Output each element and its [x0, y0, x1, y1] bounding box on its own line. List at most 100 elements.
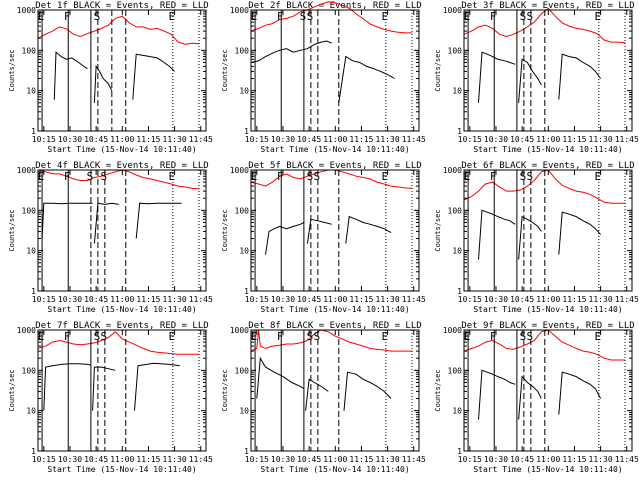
plot-frame [463, 329, 633, 452]
x-tick-label: 11:45 [402, 295, 426, 304]
event-marker-label: S [314, 330, 321, 343]
y-axis-label: Counts/sec [434, 369, 442, 411]
events-series-line [93, 202, 119, 244]
event-marker-label: E [382, 330, 389, 343]
panel-title: Det 5f BLACK = Events, RED = LLD [248, 161, 421, 171]
plot-frame [250, 329, 420, 452]
x-tick-label: 10:45 [297, 135, 321, 144]
event-marker-label: E [169, 10, 176, 23]
y-tick-label: 100 [22, 206, 37, 215]
y-tick-label: 10 [239, 407, 249, 416]
x-tick-label: 10:45 [510, 135, 534, 144]
event-marker-label: E [38, 10, 45, 23]
plot-frame [250, 169, 420, 292]
events-series-line [93, 64, 113, 103]
events-series-line [558, 53, 602, 100]
y-tick-label: 10 [239, 247, 249, 256]
x-tick-label: 11:30 [589, 135, 613, 144]
x-tick-label: 10:45 [510, 455, 534, 464]
x-tick-label: 11:45 [189, 295, 213, 304]
x-tick-label: 11:45 [615, 295, 639, 304]
x-axis-label: Start Time (15-Nov-14 10:11:40) [473, 465, 622, 474]
x-tick-label: 11:00 [323, 295, 347, 304]
x-tick-label: 11:00 [110, 135, 134, 144]
events-series-line [518, 375, 542, 420]
x-axis-label: Start Time (15-Nov-14 10:11:40) [473, 145, 622, 154]
y-tick-label: 1000 [443, 326, 462, 335]
event-marker-label: S [300, 10, 307, 23]
y-tick-label: 10 [452, 247, 462, 256]
x-tick-label: 11:15 [349, 295, 373, 304]
events-series-line [478, 209, 516, 260]
x-tick-label: 10:45 [297, 455, 321, 464]
x-tick-label: 11:00 [110, 295, 134, 304]
event-marker-label: E [169, 170, 176, 183]
y-tick-label: 1000 [17, 326, 36, 335]
y-tick-label: 1 [244, 127, 249, 136]
event-marker-label: S [87, 170, 94, 183]
event-marker-label: E [464, 170, 471, 183]
y-axis-label: Counts/sec [221, 369, 229, 411]
event-marker-label: E [38, 170, 45, 183]
x-tick-label: 11:45 [615, 135, 639, 144]
y-tick-label: 1 [31, 447, 36, 456]
plot-frame [463, 9, 633, 132]
x-tick-label: 11:15 [136, 295, 160, 304]
y-axis-label: Counts/sec [8, 209, 16, 251]
y-tick-label: 10 [452, 407, 462, 416]
x-tick-label: 11:45 [189, 135, 213, 144]
y-tick-label: 1 [244, 447, 249, 456]
plot-frame [37, 329, 207, 452]
x-tick-label: 11:00 [536, 135, 560, 144]
events-series-line [250, 40, 332, 63]
events-series-line [478, 51, 516, 103]
event-marker-label: E [251, 330, 258, 343]
y-tick-label: 100 [448, 366, 463, 375]
event-marker-label: S [527, 10, 534, 23]
x-tick-label: 11:30 [163, 295, 187, 304]
events-series-line [53, 51, 88, 100]
x-tick-label: 10:30 [58, 135, 82, 144]
event-marker-label: F [64, 10, 71, 23]
x-tick-label: 11:00 [323, 455, 347, 464]
event-marker-label: S [520, 10, 527, 23]
event-marker-label: E [595, 10, 602, 23]
x-tick-label: 11:45 [615, 455, 639, 464]
event-marker-label: S [94, 10, 101, 23]
x-tick-label: 10:15 [245, 135, 269, 144]
x-tick-label: 10:30 [271, 455, 295, 464]
x-tick-label: 11:45 [402, 135, 426, 144]
events-series-line [135, 202, 182, 239]
lld-series-line [250, 1, 412, 34]
y-tick-label: 100 [448, 46, 463, 55]
y-axis-label: Counts/sec [8, 369, 16, 411]
x-tick-label: 11:15 [562, 135, 586, 144]
y-tick-label: 1 [457, 447, 462, 456]
event-marker-label: F [490, 170, 497, 183]
x-tick-label: 10:30 [58, 295, 82, 304]
x-axis-label: Start Time (15-Nov-14 10:11:40) [47, 305, 196, 314]
events-series-line [305, 378, 329, 411]
y-tick-label: 10 [26, 407, 36, 416]
y-tick-label: 1000 [230, 6, 249, 15]
x-axis-label: Start Time (15-Nov-14 10:11:40) [260, 305, 409, 314]
x-tick-label: 10:30 [58, 455, 82, 464]
events-series-line [92, 366, 116, 411]
x-tick-label: 11:30 [376, 135, 400, 144]
event-marker-label: S [307, 170, 314, 183]
event-marker-label: S [101, 170, 108, 183]
x-tick-label: 10:15 [458, 135, 482, 144]
x-tick-label: 10:30 [484, 135, 508, 144]
events-series-line [478, 369, 516, 420]
event-marker-label: E [464, 10, 471, 23]
x-tick-label: 11:15 [136, 135, 160, 144]
x-tick-label: 10:45 [84, 455, 108, 464]
event-marker-label: F [490, 330, 497, 343]
x-tick-label: 11:15 [136, 455, 160, 464]
panel-title: Det 3f BLACK = Events, RED = LLD [461, 1, 634, 11]
event-marker-label: E [382, 10, 389, 23]
